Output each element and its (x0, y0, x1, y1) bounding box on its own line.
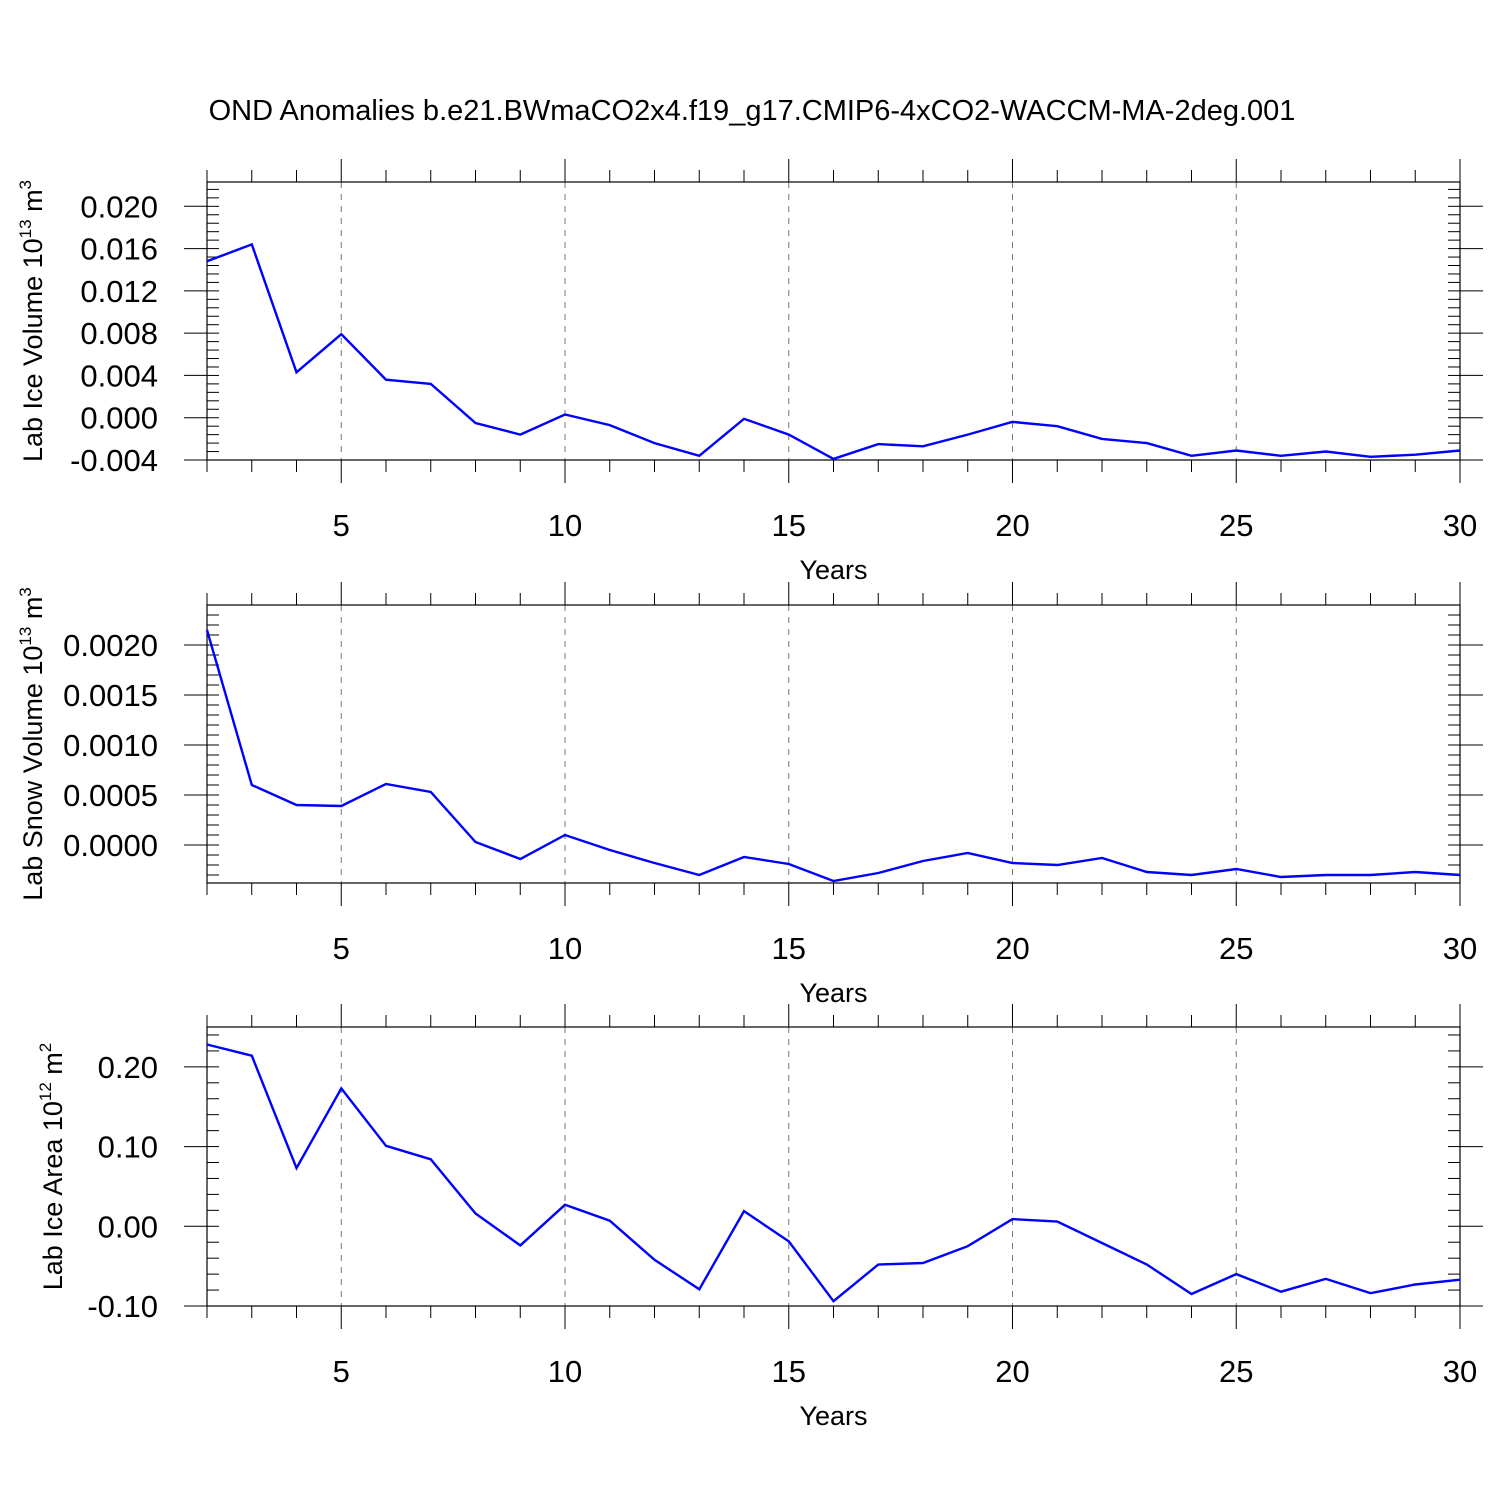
x-tick-label: 25 (1219, 508, 1253, 543)
y-axis-label: Lab Ice Volume 1013 m3 (16, 180, 48, 462)
x-tick-label: 5 (333, 1354, 350, 1389)
y-tick-label: 0.016 (80, 232, 158, 267)
panel-ice-volume: -0.004 0.000 0.004 0.008 0.012 0.016 0.020 5 10 1… (16, 159, 1483, 585)
x-tick-label: 20 (995, 931, 1029, 966)
y-tick-label: 0.012 (80, 274, 158, 309)
y-axis-label: Lab Snow Volume 1013 m3 (16, 587, 48, 901)
x-tick-label: 15 (772, 508, 806, 543)
y-tick-label: 0.0000 (63, 828, 158, 863)
y-tick-label: 0.20 (98, 1050, 158, 1085)
x-tick-label: 30 (1443, 1354, 1477, 1389)
x-tick-label: 25 (1219, 931, 1253, 966)
series-line-ice-area (206, 1043, 1461, 1303)
x-axis-label: Years (799, 978, 867, 1008)
x-axis-label: Years (799, 1401, 867, 1431)
x-tick-label: 10 (548, 508, 582, 543)
y-tick-label: 0.000 (80, 401, 158, 436)
y-tick-label: -0.10 (87, 1289, 158, 1324)
series-line-snow-volume (205, 629, 1461, 883)
x-tick-label: 20 (995, 1354, 1029, 1389)
panel-ice-area: -0.10 0.00 0.10 0.20 5 10 15 20 25 30 Years Lab Ice… (36, 1004, 1483, 1431)
x-axis-label: Years (799, 555, 867, 585)
y-tick-label: 0.0020 (63, 628, 158, 663)
y-tick-label: 0.0010 (63, 728, 158, 763)
x-tick-label: 20 (995, 508, 1029, 543)
x-tick-label: 30 (1443, 931, 1477, 966)
x-tick-label: 15 (772, 1354, 806, 1389)
x-tick-label: 25 (1219, 1354, 1253, 1389)
series-line-ice-volume (206, 242, 1461, 461)
plot-frame-ice-area (206, 1026, 1461, 1307)
y-axis-label: Lab Ice Area 1012 m2 (36, 1043, 68, 1291)
y-tick-label: 0.00 (98, 1209, 158, 1244)
x-tick-label: 15 (772, 931, 806, 966)
x-tick-label: 30 (1443, 508, 1477, 543)
plot-frame-snow-volume (206, 604, 1461, 884)
x-tick-label: 5 (333, 931, 350, 966)
y-tick-label: 0.0015 (63, 678, 158, 713)
y-tick-label: 0.0005 (63, 778, 158, 813)
plot-frame-ice-volume (206, 181, 1461, 461)
x-tick-label: 5 (333, 508, 350, 543)
y-tick-label: 0.008 (80, 316, 158, 351)
y-tick-label: 0.004 (80, 358, 158, 393)
x-tick-label: 10 (548, 931, 582, 966)
panel-snow-volume: 0.0000 0.0005 0.0010 0.0015 0.0020 5 10 15 20 25 3… (16, 582, 1483, 1008)
y-tick-label: -0.004 (70, 443, 158, 478)
x-tick-label: 10 (548, 1354, 582, 1389)
figure-title: OND Anomalies b.e21.BWmaCO2x4.f19_g17.CM… (209, 95, 1296, 127)
y-tick-label: 0.020 (80, 189, 158, 224)
y-tick-label: 0.10 (98, 1130, 158, 1165)
